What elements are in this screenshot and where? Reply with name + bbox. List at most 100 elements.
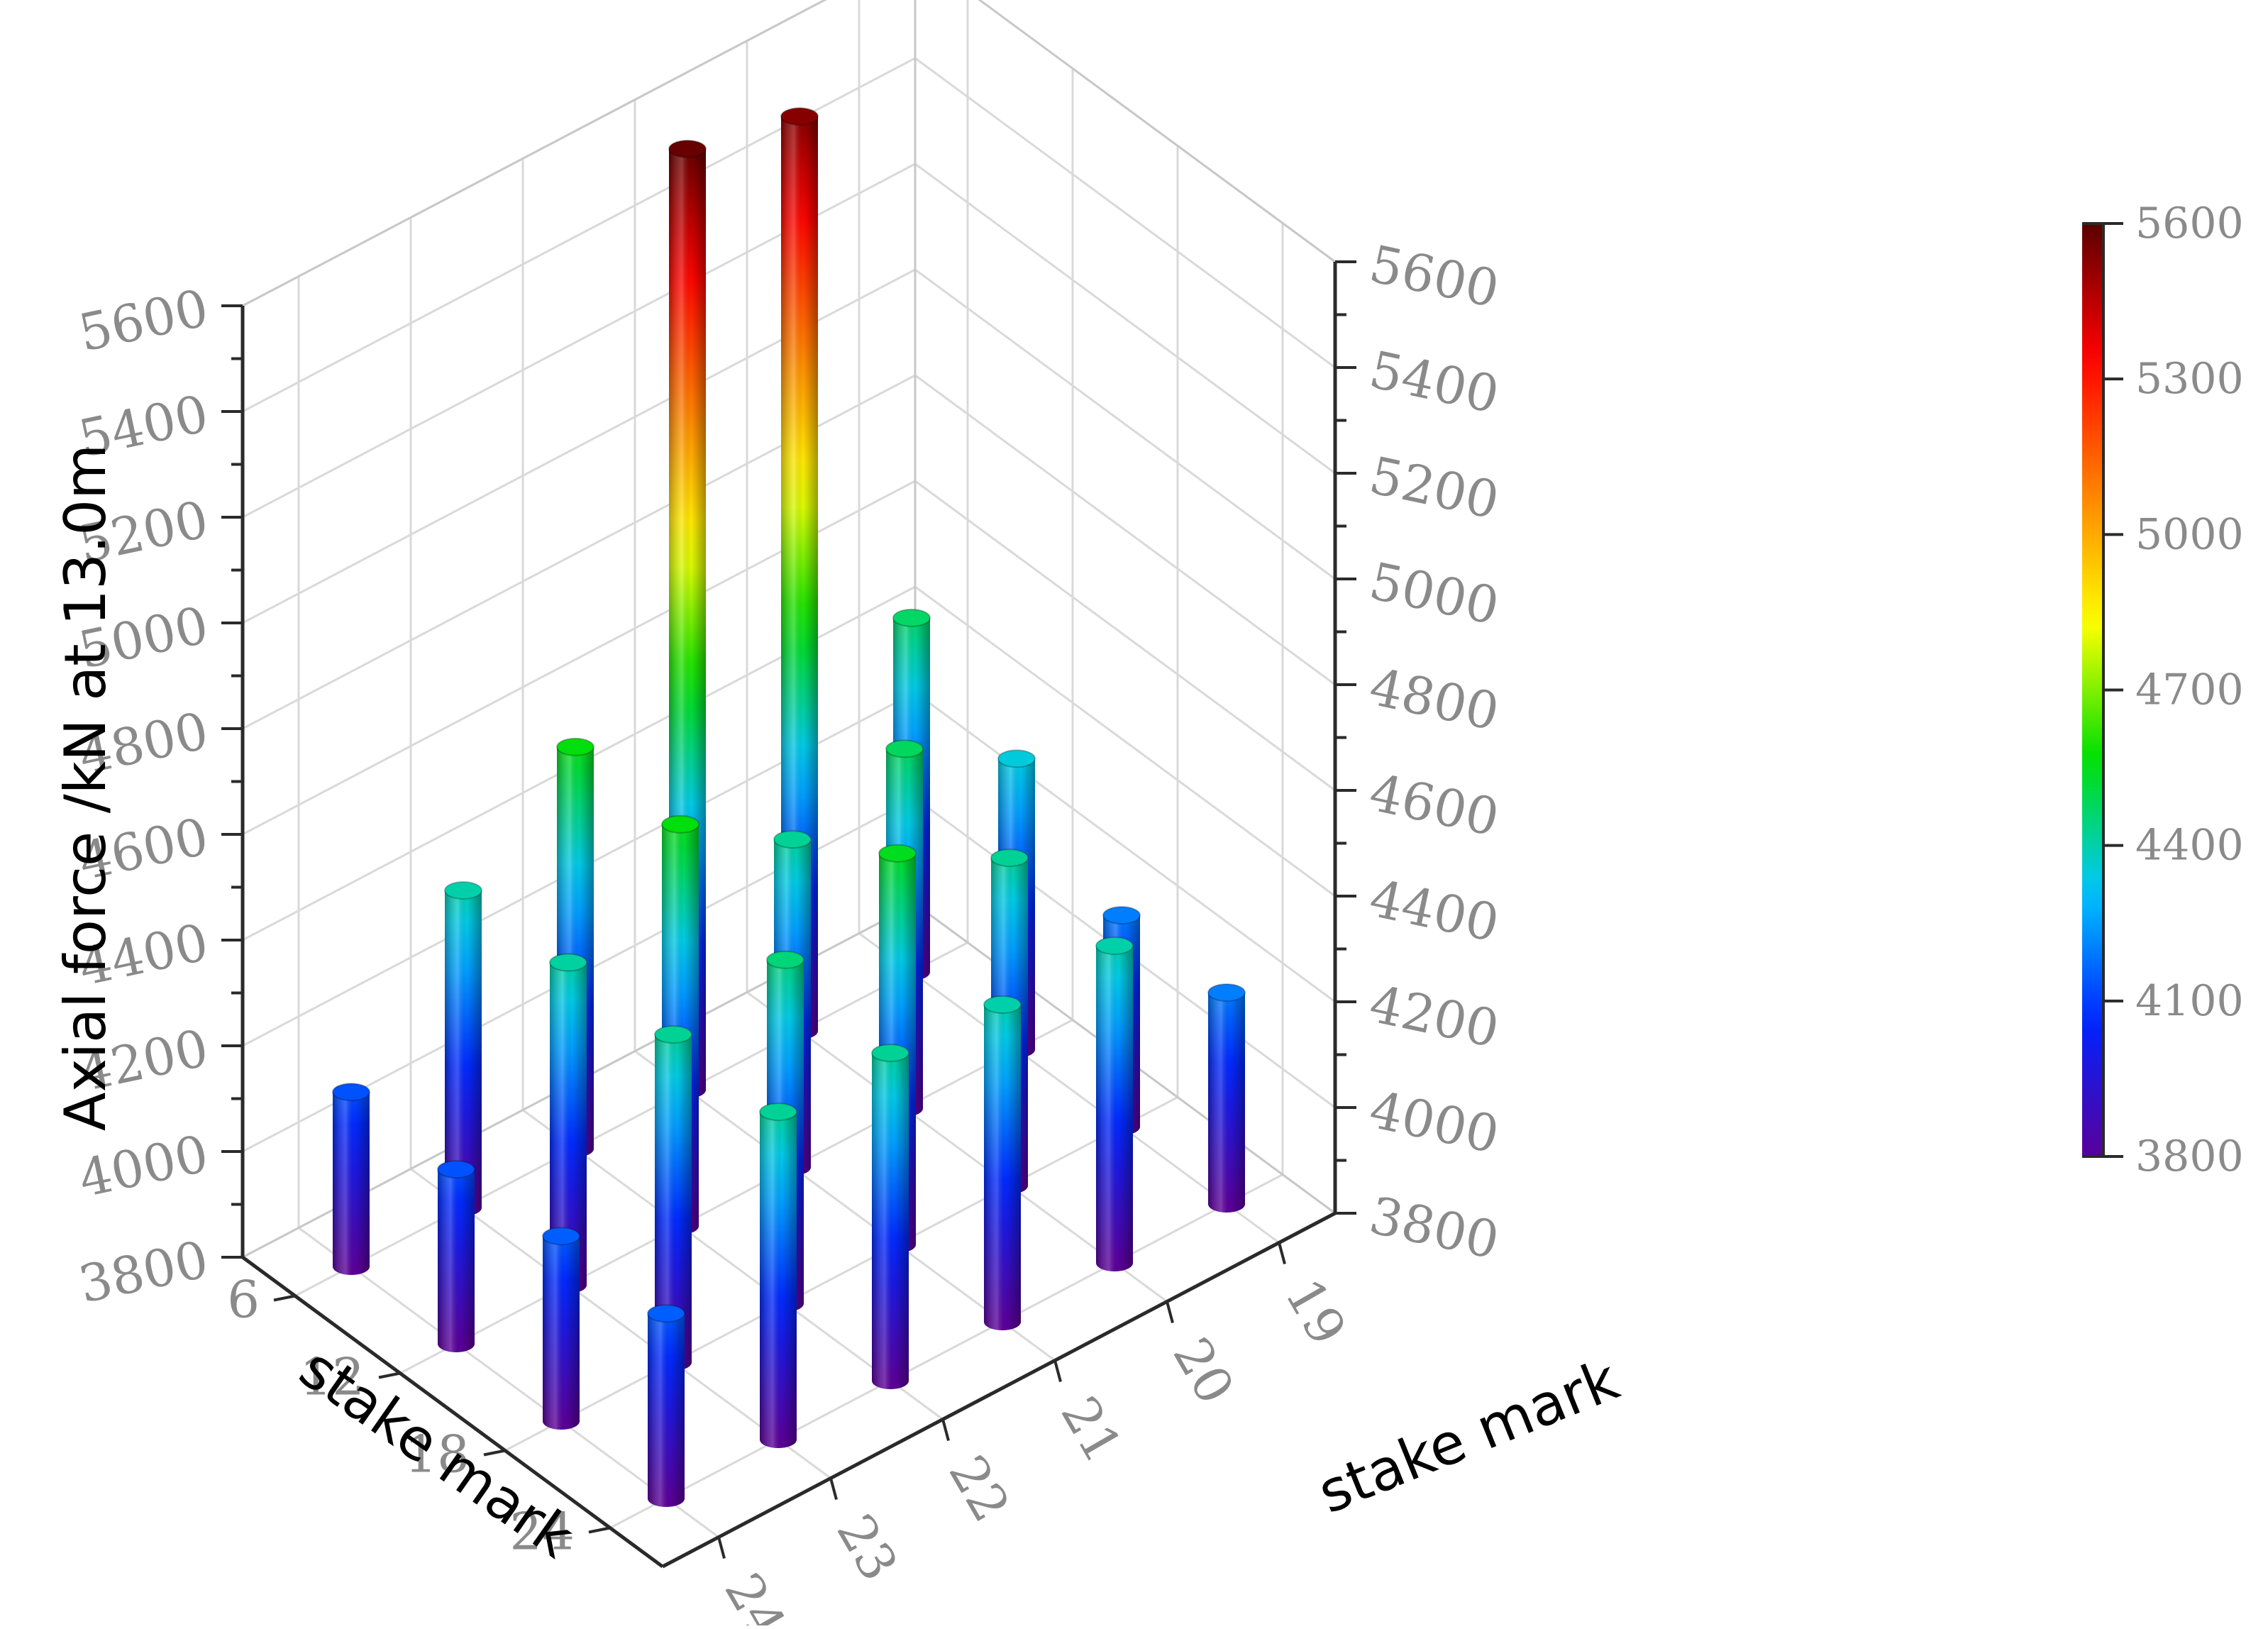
bar-top <box>1207 983 1246 1002</box>
bar-cylinder <box>444 881 482 1216</box>
bar-top <box>983 995 1022 1014</box>
grid-line <box>914 691 1336 1003</box>
bar-top <box>871 1044 909 1063</box>
y-tick <box>273 1294 296 1302</box>
bar-shade <box>438 1169 475 1352</box>
z-tick-label-right: 5200 <box>1364 445 1504 530</box>
bar-top <box>1102 906 1141 924</box>
bar-cylinder <box>332 1083 370 1275</box>
colorbar-tick-label: 4400 <box>2135 821 2244 871</box>
x-axis-title: stake mark <box>1309 1347 1627 1527</box>
bar-cylinder <box>1095 937 1134 1271</box>
z-tick-label-left: 5600 <box>74 277 214 363</box>
bar-cylinder <box>654 1025 692 1371</box>
bar-top <box>556 737 594 756</box>
y-tick-label: 24 <box>509 1502 575 1562</box>
bar-top <box>780 107 819 126</box>
x-tick-label: 22 <box>937 1445 1022 1531</box>
x-tick <box>1166 1301 1174 1324</box>
bar-top <box>766 950 804 969</box>
bar-top <box>1095 937 1134 955</box>
box-edge <box>978 0 1336 263</box>
x-tick <box>1053 1359 1062 1383</box>
z-tick-label-left: 3800 <box>74 1229 214 1314</box>
bar-top <box>661 814 699 834</box>
y-tick-label: 6 <box>227 1270 260 1330</box>
colorbar-tick-label: 4100 <box>2135 976 2244 1026</box>
bar-top <box>990 849 1029 868</box>
x-tick <box>829 1477 838 1501</box>
bar-cylinder <box>759 1103 797 1448</box>
colorbar-tick-label: 5000 <box>2135 509 2244 559</box>
bars-layer <box>332 107 1246 1507</box>
bar-shade <box>648 1313 685 1507</box>
x-tick <box>941 1418 950 1442</box>
z-tick-label-right: 5000 <box>1364 551 1504 636</box>
grid-line <box>399 1019 1073 1374</box>
z-tick-label-right: 3800 <box>1364 1185 1504 1270</box>
z-tick-label-right: 5600 <box>1364 233 1504 319</box>
y-tick-label: 18 <box>404 1425 470 1484</box>
bar-cylinder <box>780 107 819 1039</box>
bar-top <box>773 830 812 849</box>
x-tick-label: 21 <box>1049 1386 1134 1472</box>
bar-top <box>759 1103 797 1122</box>
grid-line <box>914 480 1336 792</box>
grid-line <box>609 1174 1283 1529</box>
bar-top <box>654 1025 692 1044</box>
bar-top <box>892 608 931 627</box>
colorbar: 3800 4100 4400 4700 5000 5300 5600 <box>2082 199 2244 1181</box>
x-tick-label: 23 <box>825 1504 909 1590</box>
bar-top <box>437 1160 475 1179</box>
bar-cylinder <box>549 953 587 1293</box>
y-axis-line <box>241 1255 664 1569</box>
bar-top <box>885 739 924 758</box>
colorbar-tick-label: 5600 <box>2135 199 2244 248</box>
y-tick <box>378 1371 401 1379</box>
bar-cylinder <box>437 1160 475 1352</box>
bar-top <box>647 1304 685 1323</box>
colorbar-tick-label: 3800 <box>2135 1132 2244 1181</box>
bar-cylinder <box>542 1227 580 1430</box>
bar-shade <box>872 1053 909 1389</box>
x-axis-line <box>661 1211 1337 1569</box>
bar-shade <box>760 1112 797 1448</box>
y-tick <box>483 1449 506 1457</box>
bar-shade <box>1208 993 1245 1213</box>
bar-cylinder <box>871 1044 909 1389</box>
grid-line <box>914 585 1336 898</box>
bar-top <box>444 881 482 900</box>
z-tick-label-right: 4800 <box>1364 656 1504 741</box>
bar-cylinder <box>647 1304 685 1507</box>
bar-shade <box>550 962 587 1293</box>
bar-shade <box>1096 946 1133 1271</box>
x-tick-label: 19 <box>1273 1269 1358 1354</box>
bar-shade <box>984 1005 1021 1330</box>
z-tick-label-left: 4000 <box>74 1123 214 1208</box>
bar-shade <box>445 890 482 1216</box>
bar-top <box>542 1227 580 1246</box>
grid-line <box>914 162 1336 475</box>
bar-top <box>549 953 587 972</box>
bar-top <box>997 749 1036 768</box>
x-tick <box>717 1536 726 1559</box>
bar-top <box>668 139 707 158</box>
bar-top <box>332 1083 370 1102</box>
z-tick-label-right: 4000 <box>1364 1079 1504 1164</box>
bar-cylinder <box>983 995 1022 1330</box>
bar-shade <box>781 116 818 1039</box>
grid-line <box>294 941 968 1297</box>
grid-line <box>914 268 1336 580</box>
colorbar-gradient <box>2082 223 2103 1156</box>
z-tick-label-right: 5400 <box>1364 339 1504 424</box>
y-tick-label: 12 <box>299 1347 365 1407</box>
bar-shade <box>543 1236 580 1430</box>
x-tick <box>1278 1242 1286 1265</box>
grid-line <box>978 0 1336 263</box>
grid-line <box>914 374 1336 686</box>
z-tick-label-right: 4400 <box>1364 868 1504 953</box>
bar-shade <box>333 1092 370 1275</box>
y-axis-title: stake mark <box>288 1335 586 1571</box>
